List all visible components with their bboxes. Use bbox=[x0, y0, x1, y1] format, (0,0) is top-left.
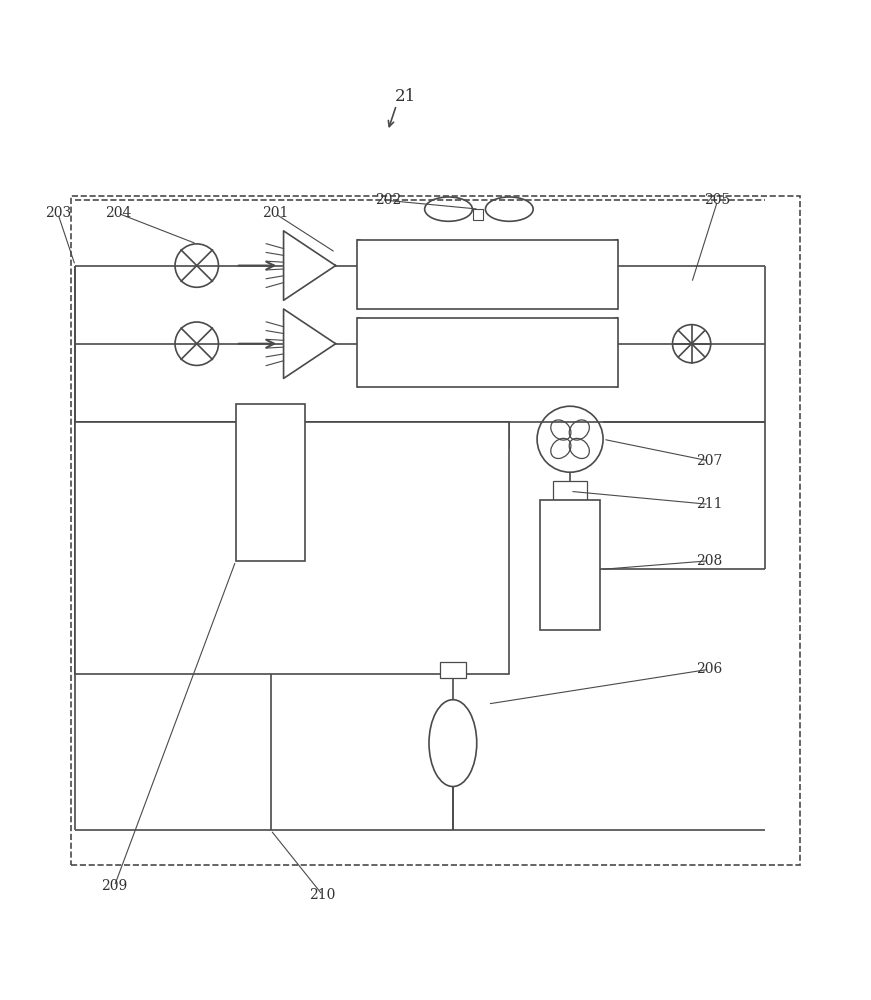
Bar bbox=[75, 422, 510, 448]
Text: 210: 210 bbox=[309, 888, 336, 902]
Text: 208: 208 bbox=[696, 554, 722, 568]
Text: 203: 203 bbox=[44, 206, 71, 220]
Polygon shape bbox=[284, 309, 335, 378]
Bar bbox=[357, 240, 618, 309]
Text: 205: 205 bbox=[705, 193, 731, 207]
Bar bbox=[473, 209, 483, 220]
Polygon shape bbox=[284, 231, 335, 300]
Bar bbox=[236, 404, 305, 561]
Text: 207: 207 bbox=[696, 454, 722, 468]
Text: 202: 202 bbox=[375, 193, 401, 207]
Bar bbox=[553, 481, 587, 500]
Bar bbox=[540, 500, 600, 630]
Text: 204: 204 bbox=[105, 206, 132, 220]
Bar bbox=[357, 318, 618, 387]
Text: 211: 211 bbox=[696, 497, 722, 511]
Text: 21: 21 bbox=[395, 88, 415, 105]
Text: 201: 201 bbox=[261, 206, 288, 220]
Text: 206: 206 bbox=[696, 662, 722, 676]
Bar bbox=[75, 422, 510, 674]
Bar bbox=[440, 662, 466, 678]
Text: 209: 209 bbox=[101, 879, 127, 893]
